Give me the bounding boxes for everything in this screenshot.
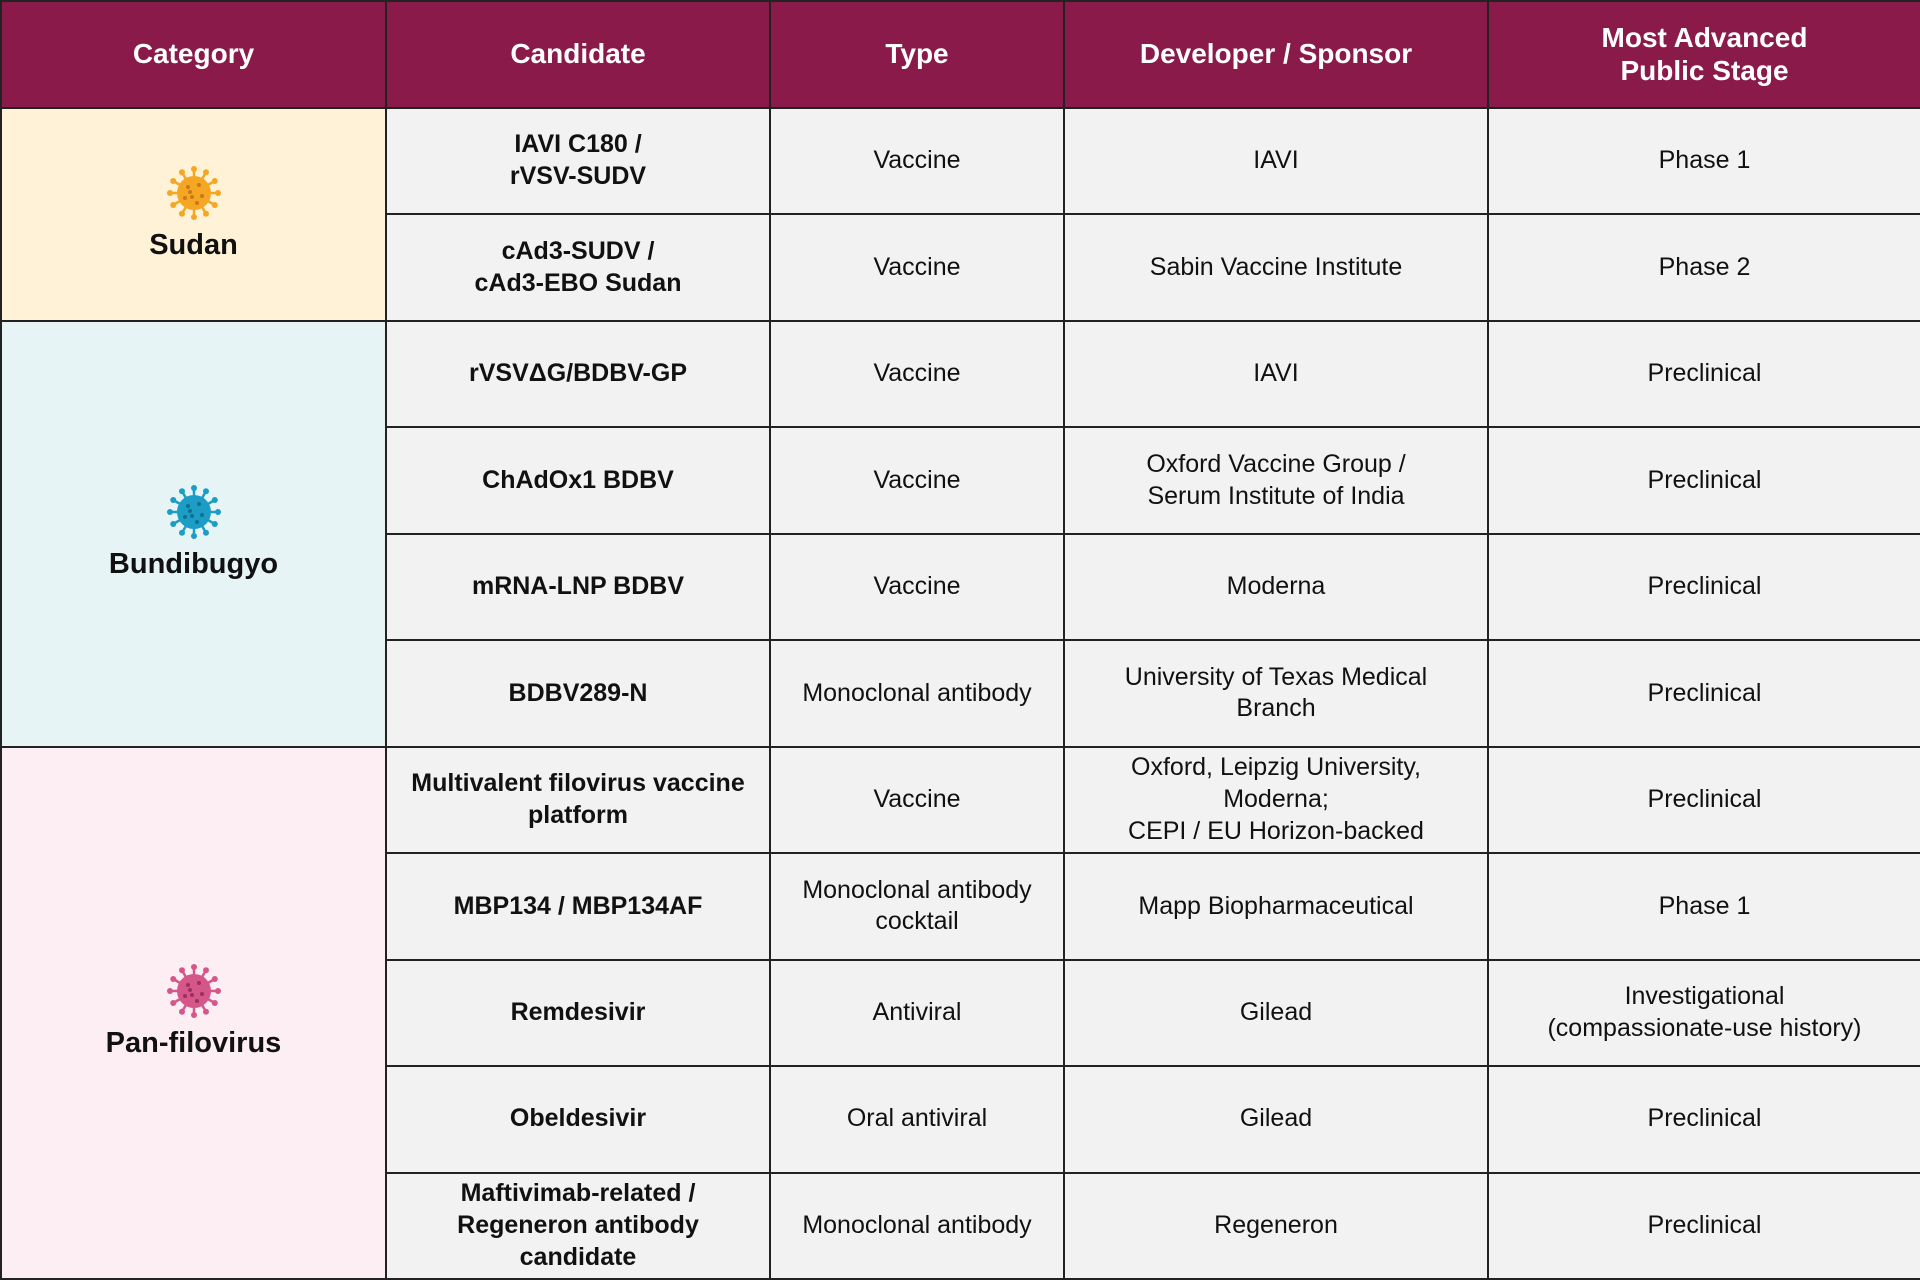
table-row: Sudan IAVI C180 / rVSV-SUDV Vaccine IAVI Pha… bbox=[0, 106, 1920, 322]
table-body: Sudan IAVI C180 / rVSV-SUDV Vaccine IAVI Pha… bbox=[0, 106, 1920, 1280]
stage-cell: Phase 1 bbox=[1487, 852, 1920, 961]
developer-cell: Mapp Biopharmaceutical bbox=[1063, 852, 1489, 961]
type-cell: Monoclonal antibody bbox=[769, 639, 1065, 748]
type-cell: Monoclonal antibody cocktail bbox=[769, 852, 1065, 961]
candidate-cell: IAVI C180 / rVSV-SUDV bbox=[385, 106, 771, 216]
developer-cell: Gilead bbox=[1063, 1065, 1489, 1174]
candidate-cell: cAd3-SUDV / cAd3-EBO Sudan bbox=[385, 213, 771, 322]
stage-cell: Preclinical bbox=[1487, 745, 1920, 855]
column-header: Most Advanced Public Stage bbox=[1487, 0, 1920, 109]
candidate-cell: Obeldesivir bbox=[385, 1065, 771, 1174]
type-cell: Antiviral bbox=[769, 958, 1065, 1068]
column-header: Candidate bbox=[385, 0, 771, 109]
table-row: Remdesivir Antiviral Gilead Investigational… bbox=[1, 958, 1920, 1068]
candidate-cell: mRNA-LNP BDBV bbox=[385, 532, 771, 642]
developer-cell: IAVI bbox=[1063, 106, 1489, 216]
candidate-cell: Remdesivir bbox=[385, 958, 771, 1068]
developer-cell: IAVI bbox=[1063, 319, 1489, 429]
category-cell: Bundibugyo bbox=[0, 319, 387, 748]
virus-icon bbox=[166, 964, 221, 1019]
category-label: Bundibugyo bbox=[108, 548, 279, 581]
category-label: Pan-filovirus bbox=[105, 1027, 282, 1060]
table-row: mRNA-LNP BDBV Vaccine Moderna Preclinical bbox=[1, 532, 1920, 642]
table-row: cAd3-SUDV / cAd3-EBO Sudan Vaccine Sabin V… bbox=[1, 213, 1920, 322]
type-cell: Monoclonal antibody bbox=[769, 1171, 1065, 1280]
type-cell: Vaccine bbox=[769, 745, 1065, 855]
stage-cell: Preclinical bbox=[1487, 1065, 1920, 1174]
stage-cell: Phase 1 bbox=[1487, 106, 1920, 216]
developer-cell: Oxford Vaccine Group / Serum Institute o… bbox=[1063, 426, 1489, 535]
table-row: Obeldesivir Oral antiviral Gilead Preclinic… bbox=[1, 1065, 1920, 1174]
developer-cell: Sabin Vaccine Institute bbox=[1063, 213, 1489, 322]
table-row: Pan-filovirus Multivalent filovirus vacci… bbox=[0, 745, 1920, 1280]
table-row: ChAdOx1 BDBV Vaccine Oxford Vaccine Group … bbox=[1, 426, 1920, 535]
virus-icon bbox=[166, 485, 221, 540]
stage-cell: Preclinical bbox=[1487, 426, 1920, 535]
stage-cell: Investigational (compassionate-use histo… bbox=[1487, 958, 1920, 1068]
type-cell: Vaccine bbox=[769, 213, 1065, 322]
developer-cell: University of Texas Medical Branch bbox=[1063, 639, 1489, 748]
developer-cell: Gilead bbox=[1063, 958, 1489, 1068]
candidate-cell: Maftivimab-related / Regeneron antibody … bbox=[385, 1171, 771, 1280]
table-row: BDBV289-N Monoclonal antibody University o… bbox=[1, 639, 1920, 748]
stage-cell: Phase 2 bbox=[1487, 213, 1920, 322]
type-cell: Oral antiviral bbox=[769, 1065, 1065, 1174]
stage-cell: Preclinical bbox=[1487, 1171, 1920, 1280]
type-cell: Vaccine bbox=[769, 319, 1065, 429]
stage-cell: Preclinical bbox=[1487, 639, 1920, 748]
column-header: Category bbox=[0, 0, 387, 109]
table-row: Maftivimab-related / Regeneron antibody … bbox=[1, 1171, 1920, 1280]
column-header: Developer / Sponsor bbox=[1063, 0, 1489, 109]
candidate-cell: ChAdOx1 BDBV bbox=[385, 426, 771, 535]
type-cell: Vaccine bbox=[769, 426, 1065, 535]
table-header: Category Candidate Type Developer / Sponsor… bbox=[0, 0, 1920, 109]
virus-icon bbox=[166, 166, 221, 221]
type-cell: Vaccine bbox=[769, 106, 1065, 216]
candidate-cell: MBP134 / MBP134AF bbox=[385, 852, 771, 961]
column-header: Type bbox=[769, 0, 1065, 109]
type-cell: Vaccine bbox=[769, 532, 1065, 642]
stage-cell: Preclinical bbox=[1487, 319, 1920, 429]
developer-cell: Moderna bbox=[1063, 532, 1489, 642]
stage-cell: Preclinical bbox=[1487, 532, 1920, 642]
category-cell: Pan-filovirus bbox=[0, 745, 387, 1280]
category-label: Sudan bbox=[149, 229, 238, 262]
candidate-cell: BDBV289-N bbox=[385, 639, 771, 748]
developer-cell: Oxford, Leipzig University, Moderna; CEP… bbox=[1063, 745, 1489, 855]
candidate-cell: rVSVΔG/BDBV-GP bbox=[385, 319, 771, 429]
candidate-cell: Multivalent filovirus vaccine platform bbox=[385, 745, 771, 855]
header-row: Category Candidate Type Developer / Sponsor… bbox=[0, 0, 1920, 109]
table-row: MBP134 / MBP134AF Monoclonal antibody coc… bbox=[1, 852, 1920, 961]
table-row: Bundibugyo rVSVΔG/BDBV-GP Vaccine IAVI Precl… bbox=[0, 319, 1920, 748]
category-cell: Sudan bbox=[0, 107, 387, 322]
developer-cell: Regeneron bbox=[1063, 1171, 1489, 1280]
